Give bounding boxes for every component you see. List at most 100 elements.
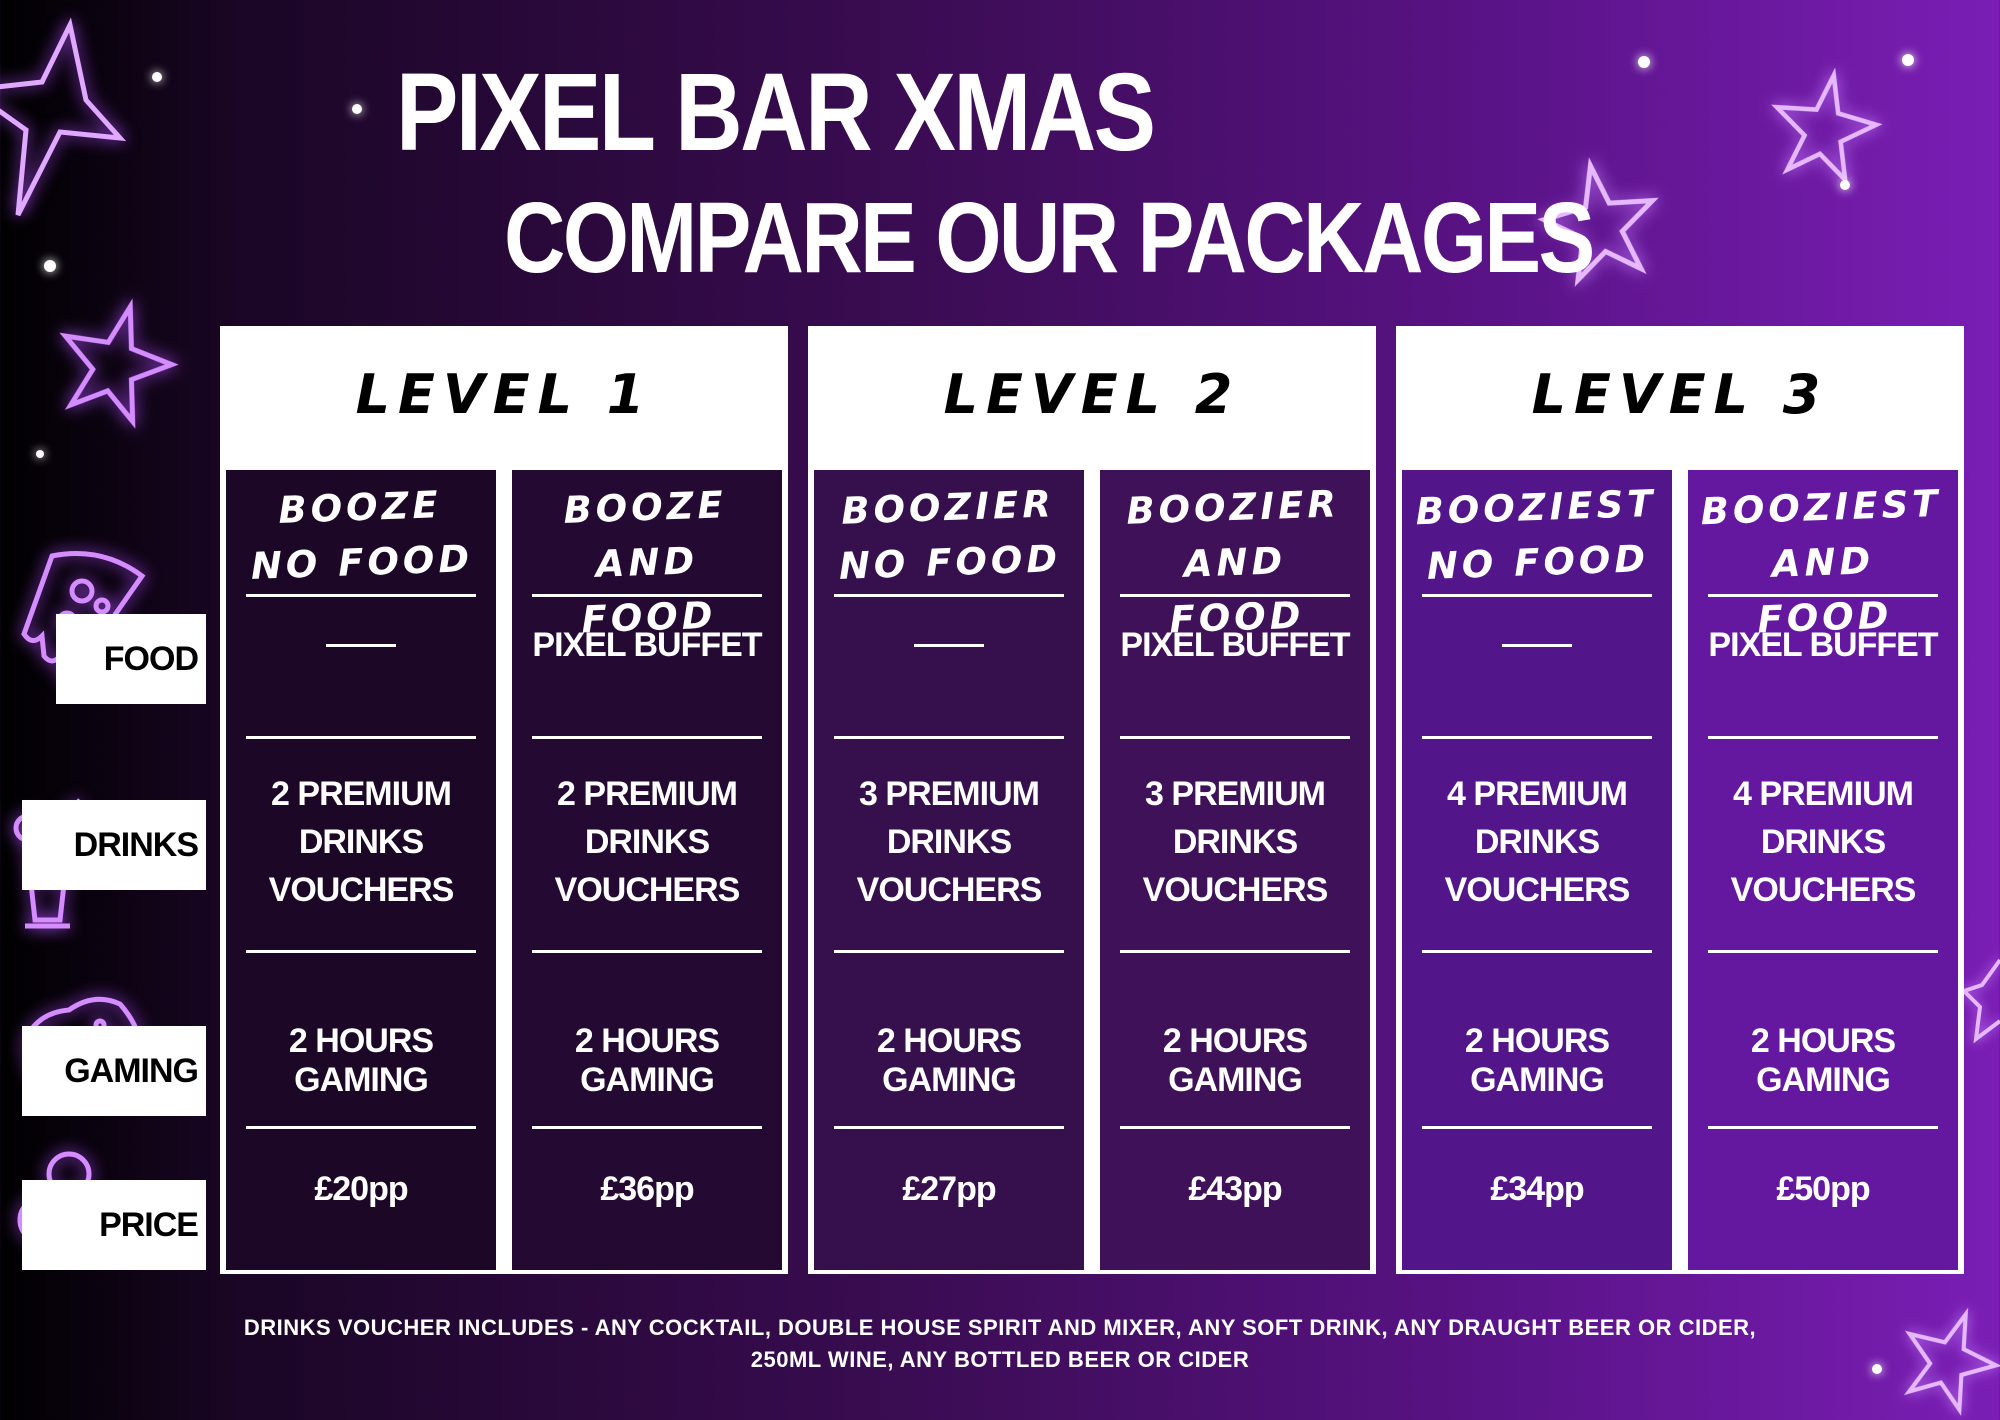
star-icon <box>1900 1300 2000 1420</box>
divider <box>834 1126 1064 1129</box>
divider <box>1708 594 1938 597</box>
divider <box>1422 594 1652 597</box>
divider <box>532 594 762 597</box>
level-panel: LEVEL 3 BOOZIEST NO FOOD 4 PREMIUM DRINK… <box>1396 326 1964 1274</box>
divider <box>1120 736 1350 739</box>
drinks-cell: 3 PREMIUM DRINKS VOUCHERS <box>1100 770 1370 914</box>
sparkle-dot <box>1902 54 1914 66</box>
price-cell: £36pp <box>600 1170 694 1208</box>
package-name: BOOZE NO FOOD <box>250 483 474 588</box>
drinks-cell: 2 PREMIUM DRINKS VOUCHERS <box>226 770 496 914</box>
page-subtitle: COMPARE OUR PACKAGES <box>504 182 1595 294</box>
drinks-line: VOUCHERS <box>268 871 455 909</box>
divider <box>532 1126 762 1129</box>
divider <box>834 736 1064 739</box>
row-label-food: FOOD <box>56 614 206 704</box>
gaming-cell: 2 HOURS GAMING <box>1750 1022 1896 1099</box>
drinks-line: VOUCHERS <box>1142 871 1329 909</box>
price-cell: £50pp <box>1776 1170 1870 1208</box>
row-label-gaming: GAMING <box>22 1026 206 1116</box>
divider <box>834 950 1064 953</box>
food-cell <box>226 610 496 680</box>
package-column: BOOZIEST NO FOOD 4 PREMIUM DRINKS VOUCHE… <box>1402 470 1672 1270</box>
star-icon <box>1960 955 2000 1050</box>
row-label-price: PRICE <box>22 1180 206 1270</box>
drinks-cell: 2 PREMIUM DRINKS VOUCHERS <box>512 770 782 914</box>
sparkle-dot <box>1840 180 1850 190</box>
food-cell <box>1402 610 1672 680</box>
row-label-text: PRICE <box>99 1205 199 1244</box>
row-label-text: DRINKS <box>73 825 199 864</box>
drinks-line: DRINKS <box>298 823 424 861</box>
food-cell: PIXEL BUFFET <box>532 625 762 664</box>
drinks-cell: 4 PREMIUM DRINKS VOUCHERS <box>1688 770 1958 914</box>
package-column: BOOZIER AND FOOD PIXEL BUFFET 3 PREMIUM … <box>1100 470 1370 1270</box>
divider <box>1120 594 1350 597</box>
package-name: BOOZIER NO FOOD <box>838 482 1062 588</box>
food-cell <box>814 610 1084 680</box>
divider <box>532 736 762 739</box>
level-title: LEVEL 2 <box>943 362 1241 426</box>
gaming-cell: 2 HOURS GAMING <box>876 1022 1022 1099</box>
footnote-line: 250ML WINE, ANY BOTTLED BEER OR CIDER <box>750 1347 1250 1372</box>
page-title: PIXEL BAR XMAS <box>396 51 1156 174</box>
gaming-cell: 2 HOURS GAMING <box>1162 1022 1308 1099</box>
package-column: BOOZE AND FOOD PIXEL BUFFET 2 PREMIUM DR… <box>512 470 782 1270</box>
level-title: LEVEL 3 <box>1531 362 1829 426</box>
row-label-drinks: DRINKS <box>22 800 206 890</box>
star-icon <box>0 17 130 225</box>
drinks-line: DRINKS <box>1760 823 1886 861</box>
drinks-voucher-footnote: DRINKS VOUCHER INCLUDES - ANY COCKTAIL, … <box>180 1312 1820 1376</box>
star-icon <box>1537 157 1660 287</box>
drinks-cell: 4 PREMIUM DRINKS VOUCHERS <box>1402 770 1672 914</box>
price-cell: £27pp <box>902 1170 996 1208</box>
sparkle-dot <box>1638 56 1650 68</box>
price-cell: £34pp <box>1490 1170 1584 1208</box>
divider <box>246 594 476 597</box>
divider <box>1422 1126 1652 1129</box>
divider <box>1708 736 1938 739</box>
drinks-line: DRINKS <box>584 823 710 861</box>
divider <box>532 950 762 953</box>
drinks-line: 3 PREMIUM <box>859 775 1040 813</box>
package-column: BOOZIER NO FOOD 3 PREMIUM DRINKS VOUCHER… <box>814 470 1084 1270</box>
drinks-line: DRINKS <box>1172 823 1298 861</box>
drinks-line: VOUCHERS <box>856 871 1043 909</box>
sparkle-dot <box>1872 1364 1882 1374</box>
sparkle-dot <box>36 450 44 458</box>
row-label-text: FOOD <box>103 639 199 678</box>
divider <box>1422 736 1652 739</box>
drinks-line: VOUCHERS <box>1444 871 1631 909</box>
star-icon <box>1770 67 1883 187</box>
divider <box>1422 950 1652 953</box>
divider <box>246 736 476 739</box>
level-panel: LEVEL 1 BOOZE NO FOOD 2 PREMIUM DRINKS V… <box>220 326 788 1274</box>
sparkle-dot <box>352 104 362 114</box>
row-label-text: GAMING <box>64 1051 199 1090</box>
food-cell: PIXEL BUFFET <box>1120 625 1350 664</box>
drinks-line: 4 PREMIUM <box>1733 775 1914 813</box>
divider <box>834 594 1064 597</box>
footnote-line: DRINKS VOUCHER INCLUDES - ANY COCKTAIL, … <box>243 1315 1757 1340</box>
divider <box>246 1126 476 1129</box>
divider <box>1708 950 1938 953</box>
level-title: LEVEL 1 <box>355 362 653 426</box>
drinks-line: 3 PREMIUM <box>1145 775 1326 813</box>
drinks-line: 2 PREMIUM <box>271 775 452 813</box>
gaming-cell: 2 HOURS GAMING <box>574 1022 720 1099</box>
drinks-line: DRINKS <box>1474 823 1600 861</box>
no-food-dash <box>326 643 396 647</box>
divider <box>1120 950 1350 953</box>
price-cell: £43pp <box>1188 1170 1282 1208</box>
star-icon <box>56 298 179 429</box>
drinks-line: 4 PREMIUM <box>1447 775 1628 813</box>
drinks-cell: 3 PREMIUM DRINKS VOUCHERS <box>814 770 1084 914</box>
gaming-cell: 2 HOURS GAMING <box>288 1022 434 1099</box>
divider <box>1120 1126 1350 1129</box>
level-panel: LEVEL 2 BOOZIER NO FOOD 3 PREMIUM DRINKS… <box>808 326 1376 1274</box>
divider <box>246 950 476 953</box>
no-food-dash <box>1502 643 1572 647</box>
no-food-dash <box>914 643 984 647</box>
package-column: BOOZIEST AND FOOD PIXEL BUFFET 4 PREMIUM… <box>1688 470 1958 1270</box>
divider <box>1708 1126 1938 1129</box>
